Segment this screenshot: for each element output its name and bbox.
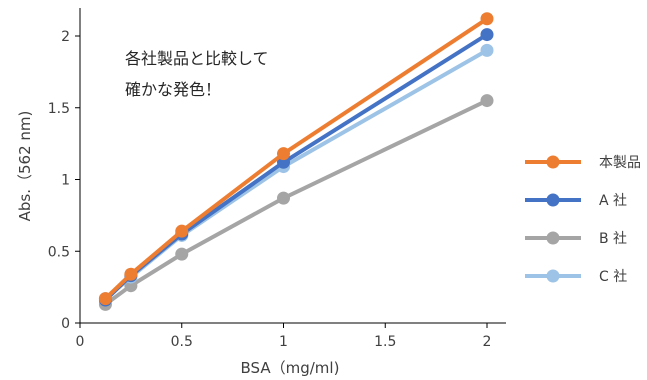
x-tick-label: 2 bbox=[483, 334, 492, 350]
legend-label: A 社 bbox=[599, 193, 627, 209]
legend-swatch-marker bbox=[546, 193, 560, 207]
data-point bbox=[98, 292, 112, 306]
y-tick-label: 0.5 bbox=[48, 244, 70, 260]
legend-item: B 社 bbox=[525, 231, 627, 247]
data-point bbox=[277, 191, 290, 205]
series-2 bbox=[98, 94, 494, 311]
legend-label: B 社 bbox=[599, 231, 627, 247]
series-0 bbox=[98, 12, 494, 306]
x-tick-label: 0.5 bbox=[171, 334, 193, 350]
data-point bbox=[124, 267, 138, 281]
annotation-line-1: 各社製品と比較して bbox=[125, 49, 269, 68]
data-point bbox=[480, 28, 494, 42]
data-point bbox=[277, 147, 290, 161]
legend-item: A 社 bbox=[525, 193, 627, 209]
y-tick-label: 2 bbox=[61, 29, 70, 45]
data-point bbox=[480, 43, 494, 57]
y-axis-title: Abs.（562 nm) bbox=[16, 111, 34, 222]
y-tick-label: 1 bbox=[61, 173, 70, 189]
annotation-line-2: 確かな発色！ bbox=[125, 80, 221, 99]
legend-item: C 社 bbox=[525, 269, 627, 285]
data-point bbox=[175, 247, 189, 261]
legend-swatch-marker bbox=[546, 231, 560, 245]
series-1 bbox=[98, 28, 494, 307]
series-layer bbox=[98, 12, 494, 311]
series-line bbox=[103, 98, 489, 307]
legend-swatch-marker bbox=[546, 269, 560, 283]
legend: 本製品 A 社 B 社 C 社 bbox=[525, 155, 641, 285]
x-tick-label: 0 bbox=[76, 334, 85, 350]
axes bbox=[79, 8, 506, 324]
legend-label: 本製品 bbox=[599, 155, 641, 171]
series-line bbox=[103, 32, 489, 303]
legend-swatch-marker bbox=[546, 155, 560, 169]
ticks: 0 0.5 1 1.5 2 0 0.5 1 1.5 2 bbox=[48, 29, 492, 350]
legend-label: C 社 bbox=[599, 269, 627, 285]
legend-item: 本製品 bbox=[525, 155, 641, 171]
x-tick-label: 1 bbox=[279, 334, 288, 350]
data-point bbox=[480, 94, 494, 108]
x-axis-title: BSA（mg/ml) bbox=[241, 359, 340, 377]
data-point bbox=[175, 224, 189, 238]
y-tick-label: 0 bbox=[61, 316, 70, 332]
data-point bbox=[480, 12, 494, 26]
y-tick-label: 1.5 bbox=[48, 101, 70, 117]
x-tick-label: 1.5 bbox=[374, 334, 396, 350]
